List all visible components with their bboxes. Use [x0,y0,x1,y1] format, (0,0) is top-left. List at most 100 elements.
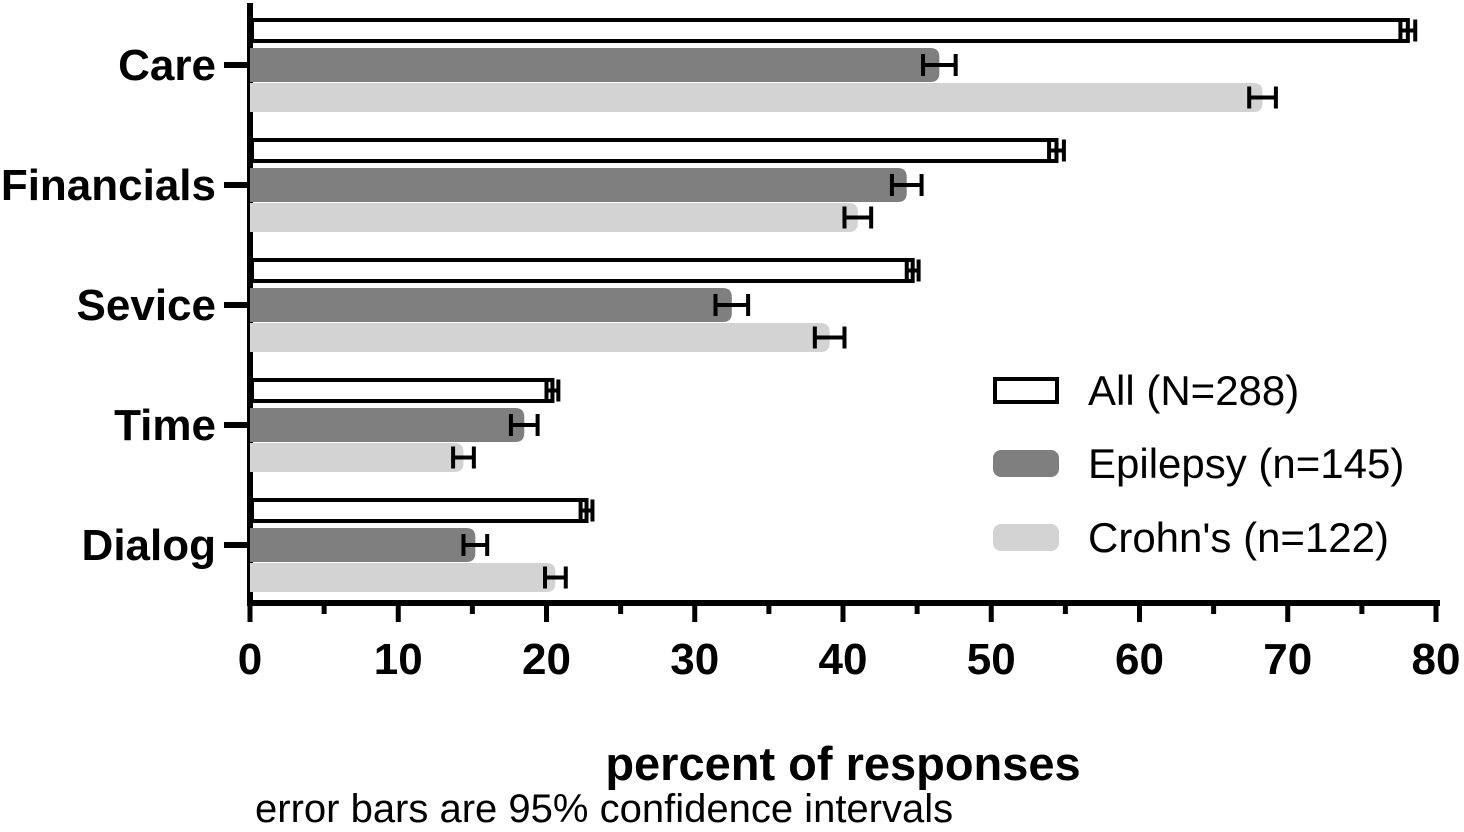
bar-all [250,18,1410,43]
x-tick-label: 40 [819,635,868,684]
error-bar-line [923,63,956,67]
error-bar-cap [1061,139,1066,162]
x-tick-label: 20 [522,635,571,684]
legend-swatch-all [993,377,1059,404]
error-bar-line [510,423,538,427]
category-label: Financials [1,161,216,210]
chart-footnote: error bars are 95% confidence intervals [255,787,954,831]
x-major-tick [1433,606,1439,622]
error-bar-cap [812,326,817,349]
error-bar-cap [746,294,751,316]
error-bar-cap [556,379,561,402]
x-major-tick [247,606,253,622]
x-minor-tick [914,606,920,614]
x-axis-title: percent of responses [605,737,1081,790]
y-tick [224,302,250,308]
error-bar-cap [544,379,549,402]
error-bar-line [891,183,922,187]
bar-epilepsy [250,288,732,322]
x-tick-label: 60 [1115,635,1164,684]
bar-epilepsy [250,528,476,562]
bar-epilepsy [250,48,940,82]
x-tick-label: 30 [670,635,719,684]
error-bar-cap [919,174,924,196]
bar-crohns [250,443,464,472]
category-label: Sevice [77,281,216,330]
error-bar-line [1049,148,1064,153]
bar-crohns [250,83,1263,112]
error-bar-cap [1247,86,1252,109]
legend-label: Crohn's (n=122) [1088,514,1389,561]
y-tick [224,62,250,68]
x-major-tick [544,606,549,622]
error-bar-cap [1413,19,1418,42]
x-minor-tick [766,606,772,614]
error-bar-cap [921,54,926,76]
error-bar-cap [535,414,540,436]
error-bar-line [1400,28,1416,33]
x-minor-tick [1062,606,1068,614]
error-bar-line [453,455,474,460]
bar-crohns [250,203,858,232]
error-bar-cap [842,206,847,229]
bar-epilepsy [250,408,525,442]
error-bar-cap [916,259,921,282]
error-bar-cap [543,566,548,589]
error-bar-line [814,335,845,340]
x-minor-tick [469,606,475,614]
y-tick [224,182,250,188]
error-bar-cap [485,534,490,556]
x-tick-label: 80 [1412,635,1461,684]
x-tick-label: 70 [1263,635,1312,684]
x-minor-tick [1359,606,1365,614]
bar-all [250,258,915,283]
category-label: Time [114,401,216,450]
x-major-tick [1137,606,1142,622]
bar-crohns [250,323,830,352]
error-bar-line [906,268,919,273]
error-bar-cap [713,294,718,316]
error-bar-cap [889,174,894,196]
error-bar-cap [508,414,513,436]
error-bar-cap [842,326,847,349]
error-bar-cap [578,499,583,522]
error-bar-line [545,575,566,580]
x-major-tick [988,606,994,622]
x-minor-tick [618,606,624,614]
legend-label: Epilepsy (n=145) [1088,440,1404,487]
bar-crohns [250,563,556,592]
x-major-tick [395,606,401,622]
error-bar-line [463,543,488,547]
x-tick-label: 50 [967,635,1016,684]
error-bar-cap [953,54,958,76]
error-bar-cap [869,206,874,229]
error-bar-cap [590,499,595,522]
error-bar-cap [451,446,456,469]
legend-swatch-epilepsy [993,450,1059,477]
error-bar-cap [904,259,909,282]
x-major-tick [840,606,846,622]
x-major-tick [692,606,698,622]
error-bar-cap [461,534,466,556]
y-tick [224,422,250,428]
error-bar-line [715,303,749,307]
category-label: Care [118,41,216,90]
error-bar-line [1249,95,1276,100]
bar-all [250,138,1059,163]
legend-label: All (N=288) [1088,367,1299,414]
bar-all [250,378,555,403]
bar-epilepsy [250,168,907,202]
error-bar-cap [1047,139,1052,162]
error-bar-cap [1398,19,1403,42]
x-tick-label: 0 [238,635,262,684]
bar-all [250,498,589,523]
error-bar-line [546,388,559,393]
x-axis-line [247,600,1440,606]
error-bar-cap [471,446,476,469]
error-bar-line [844,215,872,220]
category-label: Dialog [82,521,216,570]
error-bar-cap [563,566,568,589]
legend-swatch-crohns [993,524,1059,551]
